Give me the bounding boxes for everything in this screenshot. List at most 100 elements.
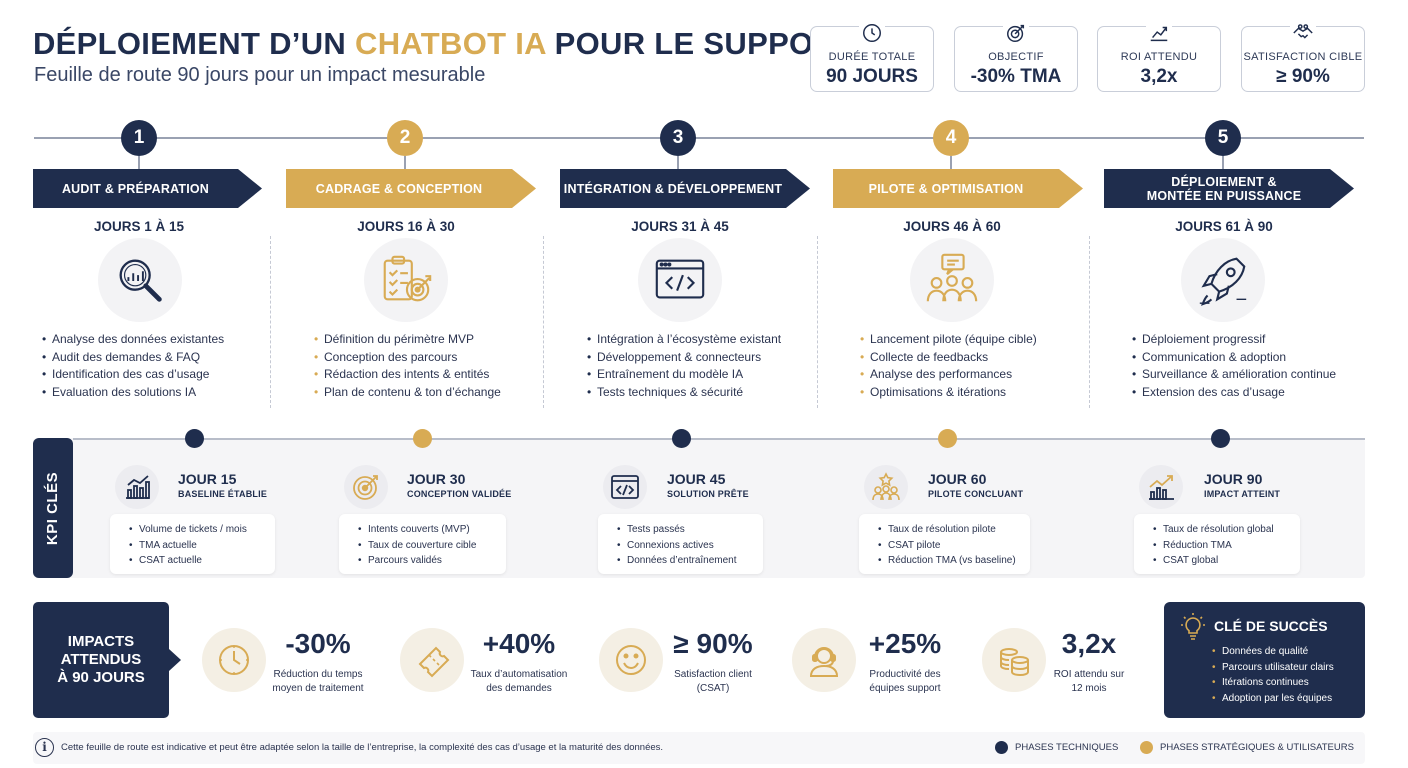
code-window-icon [638, 238, 722, 322]
list-item: Taux de résolution pilote [878, 522, 1030, 538]
kpi-list: Taux de résolution global Réduction TMA … [1134, 514, 1300, 569]
stat-value: 3,2x [1140, 66, 1178, 87]
list-item: Réduction TMA (vs baseline) [878, 553, 1030, 569]
kpi-list: Taux de résolution pilote CSAT pilote Ré… [859, 514, 1030, 569]
list-item: Analyse des données existantes [42, 331, 224, 349]
stat-label: ROI ATTENDU [1120, 51, 1198, 63]
support-agent-icon [792, 628, 856, 692]
stat-value: 90 JOURS [826, 66, 918, 87]
timeline-line [34, 137, 1364, 139]
impact-value: ≥ 90% [673, 628, 753, 659]
list-item: Développement & connecteurs [587, 349, 781, 367]
list-item: Tests techniques & sécurité [587, 384, 781, 402]
kpi-dot-1 [185, 429, 204, 448]
kpi-card: Tests passés Connexions actives Données … [598, 514, 763, 574]
growth-chart-icon [1146, 22, 1172, 44]
impact-value: -30% [285, 628, 351, 659]
kpi-subtitle: BASELINE ÉTABLIE [178, 489, 268, 499]
list-item: TMA actuelle [129, 538, 275, 554]
stat-card-satisfaction: SATISFACTION CIBLE ≥ 90% [1241, 22, 1365, 92]
stat-card-objective: OBJECTIF -30% TMA [954, 22, 1078, 92]
phase-divider [543, 236, 544, 408]
lightbulb-icon [1180, 612, 1206, 640]
phase-banner-deploiement: DÉPLOIEMENT & MONTÉE EN PUISSANCE [1104, 169, 1354, 208]
impact-label: Taux d’automatisation des demandes [470, 669, 568, 694]
phase-days: JOURS 61 À 90 [1175, 219, 1273, 234]
list-item: Collecte de feedbacks [860, 349, 1037, 367]
kpi-side-label: KPI CLÉS [33, 438, 73, 578]
target-icon [344, 465, 388, 509]
stat-label: SATISFACTION CIBLE [1243, 51, 1363, 63]
handshake-icon [1290, 22, 1316, 44]
phase-banner-cadrage: CADRAGE & CONCEPTION [286, 169, 536, 208]
clock-icon [859, 22, 885, 44]
kpi-subtitle: IMPACT ATTEINT [1204, 489, 1281, 499]
list-item: Taux de couverture cible [358, 538, 506, 554]
impact-label: Productivité des équipes support [869, 669, 941, 694]
legend-dot-strategic [1140, 741, 1153, 754]
phase-divider [817, 236, 818, 408]
kpi-subtitle: CONCEPTION VALIDÉE [407, 489, 512, 499]
list-item: Définition du périmètre MVP [314, 331, 501, 349]
list-item: Lancement pilote (équipe cible) [860, 331, 1037, 349]
phase-divider [1089, 236, 1090, 408]
smiley-icon [599, 628, 663, 692]
title-part-1: DÉPLOIEMENT D’UN [33, 26, 356, 61]
step-node-2: 2 [387, 120, 423, 169]
list-item: Plan de contenu & ton d’échange [314, 384, 501, 402]
kpi-dot-2 [413, 429, 432, 448]
kpi-subtitle: PILOTE CONCLUANT [928, 489, 1024, 499]
kpi-list: Volume de tickets / mois TMA actuelle CS… [110, 514, 275, 569]
phase-task-list-2: Définition du périmètre MVP Conception d… [314, 331, 501, 402]
list-item: Analyse des performances [860, 366, 1037, 384]
impacts-label: IMPACTS ATTENDUS À 90 JOURS [57, 633, 145, 686]
list-item: Entraînement du modèle IA [587, 366, 781, 384]
phase-banner-audit: AUDIT & PRÉPARATION [33, 169, 262, 208]
checklist-target-icon [364, 238, 448, 322]
list-item: CSAT pilote [878, 538, 1030, 554]
title-part-2: POUR LE SUPPORT [545, 26, 856, 61]
success-list: Données de qualité Parcours utilisateur … [1212, 644, 1334, 706]
kpi-timeline-line [73, 438, 1365, 440]
kpi-title: JOUR 45 [667, 471, 726, 487]
stat-value: -30% TMA [970, 66, 1062, 87]
list-item: Déploiement progressif [1132, 331, 1336, 349]
title-accent: CHATBOT IA [355, 26, 546, 61]
kpi-card: Taux de résolution global Réduction TMA … [1134, 514, 1300, 574]
kpi-card: Volume de tickets / mois TMA actuelle CS… [110, 514, 275, 574]
phase-divider [270, 236, 271, 408]
impacts-label-box: IMPACTS ATTENDUS À 90 JOURS [33, 602, 169, 718]
list-item: Identification des cas d’usage [42, 366, 224, 384]
list-item: Communication & adoption [1132, 349, 1336, 367]
list-item: Audit des demandes & FAQ [42, 349, 224, 367]
list-item: CSAT global [1153, 553, 1300, 569]
coins-icon [982, 628, 1046, 692]
list-item: CSAT actuelle [129, 553, 275, 569]
phase-task-list-3: Intégration à l’écosystème existant Déve… [587, 331, 781, 402]
kpi-list: Tests passés Connexions actives Données … [598, 514, 763, 569]
magnifier-chart-icon [98, 238, 182, 322]
phase-days: JOURS 31 À 45 [631, 219, 729, 234]
step-node-5: 5 [1205, 120, 1241, 169]
list-item: Réduction TMA [1153, 538, 1300, 554]
legend-label-technical: PHASES TECHNIQUES [1015, 742, 1119, 753]
kpi-title: JOUR 60 [928, 471, 987, 487]
success-title: CLÉ DE SUCCÈS [1214, 618, 1328, 634]
phase-days: JOURS 16 À 30 [357, 219, 455, 234]
list-item: Parcours validés [358, 553, 506, 569]
step-node-1: 1 [121, 120, 157, 169]
kpi-dot-3 [672, 429, 691, 448]
legend-dot-technical [995, 741, 1008, 754]
stat-value: ≥ 90% [1276, 66, 1330, 87]
impacts-arrow [169, 649, 181, 671]
phase-task-list-5: Déploiement progressif Communication & a… [1132, 331, 1336, 402]
list-item: Surveillance & amélioration continue [1132, 366, 1336, 384]
list-item: Intégration à l’écosystème existant [587, 331, 781, 349]
trend-chart-icon [1139, 465, 1183, 509]
step-node-3: 3 [660, 120, 696, 169]
stat-card-roi: ROI ATTENDU 3,2x [1097, 22, 1221, 92]
kpi-dot-5 [1211, 429, 1230, 448]
phase-banner-integration: INTÉGRATION & DÉVELOPPEMENT [560, 169, 810, 208]
impact-label: ROI attendu sur 12 mois [1053, 669, 1125, 694]
kpi-list: Intents couverts (MVP) Taux de couvertur… [339, 514, 506, 569]
